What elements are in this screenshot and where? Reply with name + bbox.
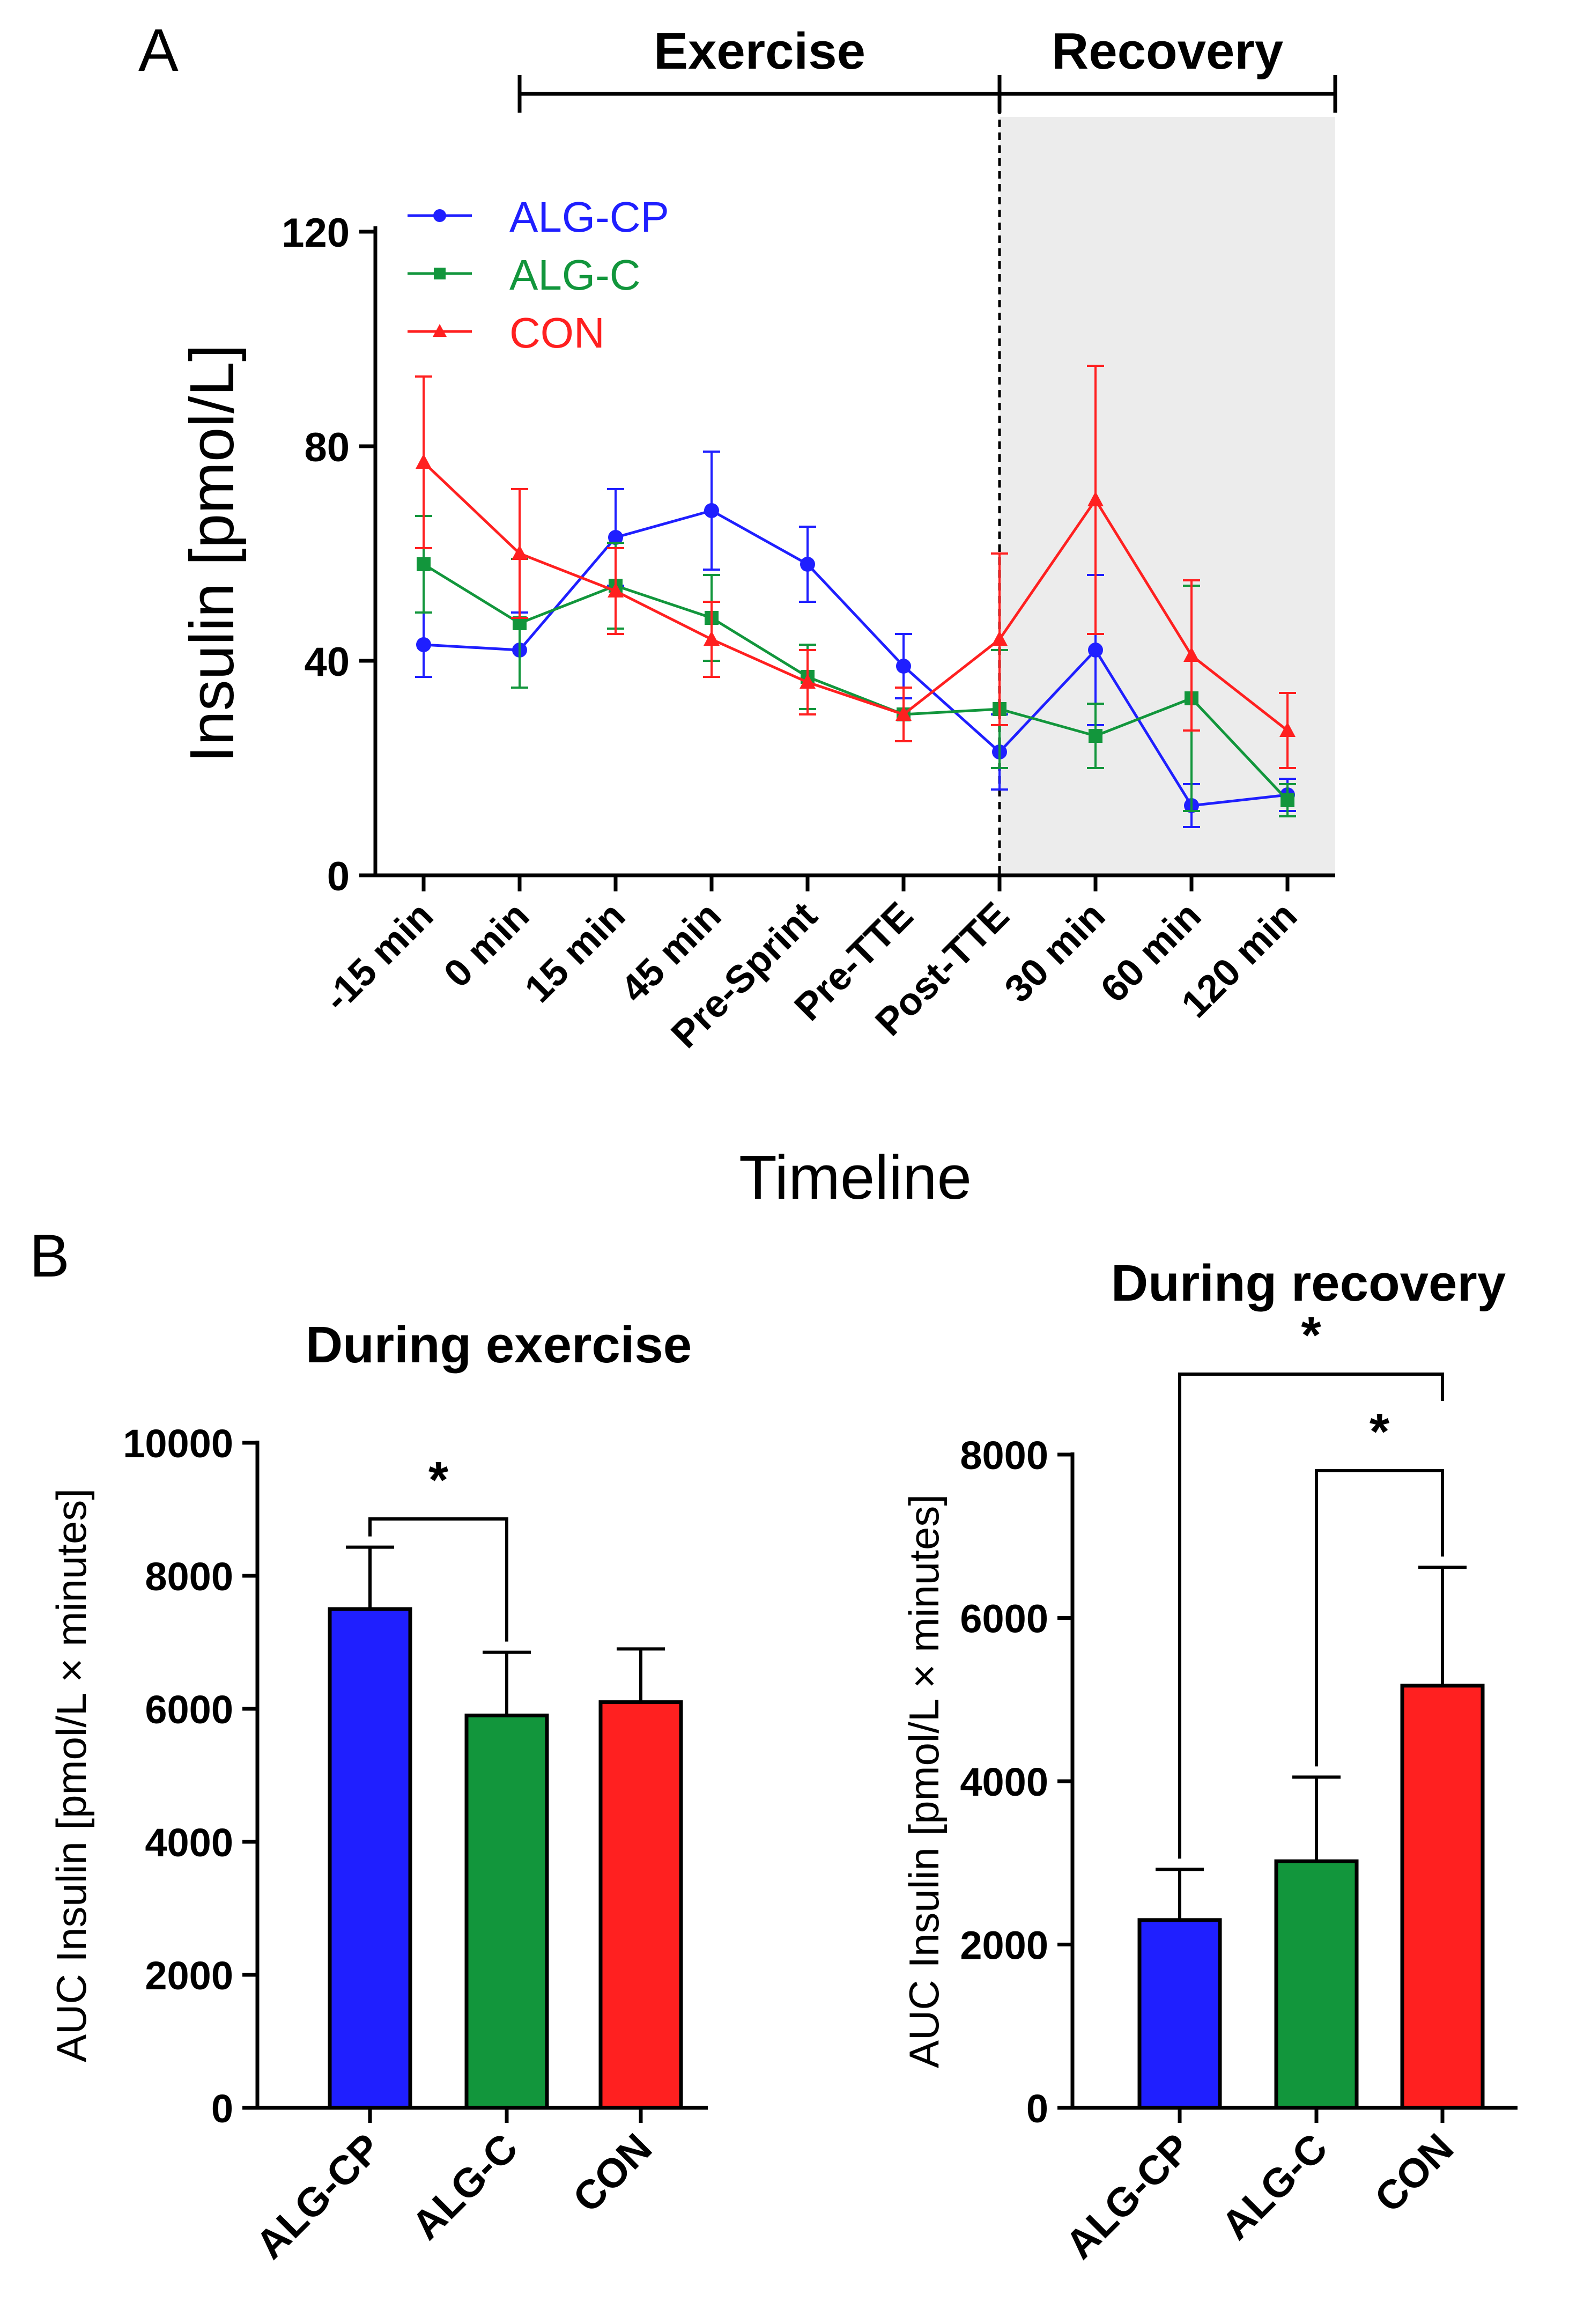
data-point-con: [1183, 647, 1200, 662]
data-point-alg-cp: [416, 637, 431, 652]
significance-asterisk: *: [428, 1451, 449, 1509]
significance-bracket: [1178, 1373, 1444, 1859]
x-tick-label: -15 min: [315, 894, 441, 1020]
data-point-alg-c: [417, 557, 431, 571]
data-point-alg-cp: [800, 557, 815, 572]
data-point-alg-cp: [704, 503, 719, 518]
y-tick-label: 0: [1026, 2086, 1048, 2131]
significance-bracket: [1315, 1469, 1444, 1767]
x-tick-label: CON: [564, 2125, 661, 2222]
data-point-con: [800, 674, 816, 689]
series-line-alg-c: [423, 563, 1289, 801]
recovery-shaded-region: [1000, 117, 1335, 875]
data-point-alg-cp: [896, 659, 911, 674]
exercise-phase-label: Exercise: [654, 23, 865, 80]
x-tick-label: 15 min: [516, 894, 633, 1011]
y-tick-label: 8000: [960, 1433, 1048, 1478]
bar-alg-c: [1274, 1859, 1359, 2110]
y-axis-title: AUC Insulin [pmol/L × minutes]: [900, 1494, 948, 2068]
y-tick-label: 0: [211, 2086, 233, 2131]
bar-con: [1400, 1684, 1485, 2110]
y-tick-label: 6000: [960, 1597, 1048, 1641]
data-point-con: [991, 631, 1008, 646]
x-tick-label: ALG-C: [403, 2125, 527, 2248]
x-tick-label: ALG-CP: [247, 2125, 390, 2268]
y-tick-label: 2000: [960, 1923, 1048, 1968]
x-tick-label: 30 min: [996, 894, 1113, 1011]
significance-bracket: [368, 1517, 508, 1642]
recovery-phase-label: Recovery: [1052, 23, 1283, 80]
y-tick-label: 40: [304, 639, 350, 685]
chart-title: During exercise: [306, 1316, 692, 1374]
y-tick-label: 4000: [145, 1820, 233, 1865]
y-tick-label: 120: [282, 210, 350, 256]
data-point-con: [416, 454, 432, 469]
panel-label-a: A: [138, 17, 179, 84]
x-tick-label: ALG-C: [1213, 2125, 1336, 2248]
legend-label-alg-c: ALG-C: [509, 251, 641, 299]
bar-alg-cp: [328, 1607, 412, 2110]
y-tick-label: 0: [327, 854, 350, 899]
data-point-alg-c: [1089, 729, 1102, 743]
legend-label-con: CON: [509, 309, 605, 357]
y-tick-label: 2000: [145, 1953, 233, 1998]
significance-asterisk: *: [1301, 1307, 1321, 1364]
data-point-alg-cp: [1088, 643, 1103, 658]
y-axis-title: AUC Insulin [pmol/L × minutes]: [48, 1488, 95, 2062]
panel-label-b: B: [29, 1222, 70, 1289]
y-tick-label: 4000: [960, 1760, 1048, 1804]
series-line-alg-cp: [423, 509, 1288, 807]
legend-marker-con: [433, 324, 447, 337]
bar-alg-c: [464, 1713, 549, 2110]
y-tick-label: 6000: [145, 1687, 233, 1732]
y-axis-title: Insulin [pmol/L]: [177, 344, 247, 763]
panel-b-exercise-bar-chart: During exercise 0 2000 4000 6000 8000 10000 AUC…: [48, 1316, 708, 2268]
bar-alg-cp: [1137, 1918, 1222, 2110]
significance-asterisk: *: [1370, 1403, 1390, 1460]
data-point-con: [608, 582, 624, 597]
bar-con: [598, 1700, 683, 2110]
x-tick-label: ALG-CP: [1057, 2125, 1200, 2268]
y-tick-label: 8000: [145, 1554, 233, 1599]
legend-label-alg-cp: ALG-CP: [509, 193, 669, 241]
x-axis-title: Timeline: [739, 1142, 972, 1212]
x-tick-label: CON: [1366, 2125, 1462, 2222]
legend-marker-alg-cp: [433, 209, 446, 222]
series-line-con: [423, 461, 1289, 732]
data-point-con: [704, 631, 720, 646]
data-point-con: [512, 545, 528, 560]
data-point-con: [1087, 491, 1104, 506]
data-point-alg-c: [1281, 793, 1294, 807]
data-point-con: [1279, 722, 1296, 737]
data-point-con: [895, 706, 912, 721]
data-point-alg-cp: [608, 530, 623, 545]
y-tick-label: 80: [304, 425, 350, 470]
panel-a-line-chart: Exercise Recovery 0 40 80 120 Insulin [pmol/L]…: [177, 23, 1337, 1212]
chart-title: During recovery: [1111, 1255, 1506, 1312]
panel-b-recovery-bar-chart: During recovery 0 2000 4000 6000 8000 AUC Insu…: [900, 1255, 1518, 2268]
y-tick-label: 10000: [123, 1421, 233, 1466]
legend-marker-alg-c: [434, 268, 446, 279]
